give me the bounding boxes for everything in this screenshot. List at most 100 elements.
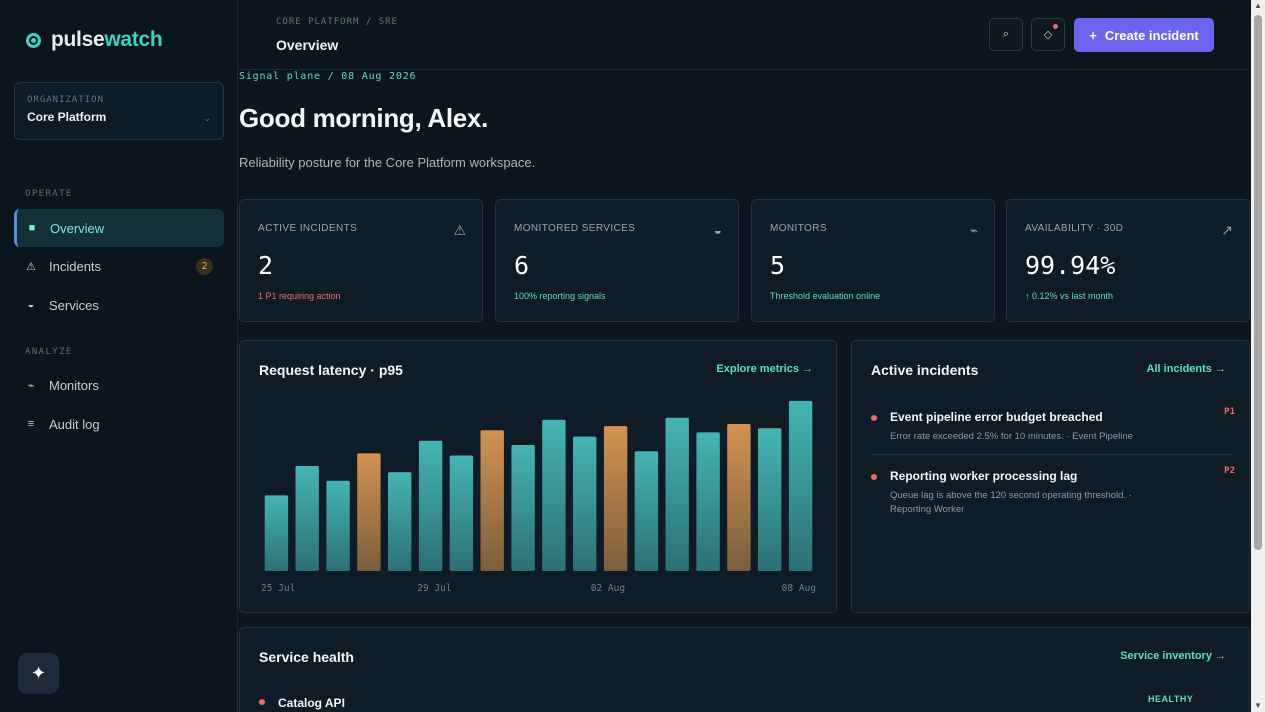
status-dot (259, 699, 265, 705)
stat-value: 5 (770, 251, 786, 280)
latency-bar[interactable] (388, 472, 412, 571)
latency-bar[interactable] (295, 466, 319, 571)
logo-text: pulsewatch (51, 28, 163, 52)
sidebar: pulsewatch ORGANIZATION Core Platform ⌄ … (0, 0, 238, 712)
sidebar-item-services[interactable]: ◒ Services (14, 286, 224, 324)
app-logo[interactable]: pulsewatch (26, 28, 163, 52)
incident-description: Error rate exceeded 2.5% for 10 minutes.… (890, 431, 1133, 442)
workspace-subtitle: Reliability posture for the Core Platfor… (239, 155, 536, 170)
organization-label: ORGANIZATION (27, 95, 105, 105)
stat-card-monitored-services[interactable]: MONITORED SERVICES ◒ 6 100% reporting si… (495, 199, 739, 322)
search-icon: ⌕ (1002, 28, 1010, 40)
scroll-up-icon[interactable]: ▲ (1254, 1, 1262, 10)
pulse-icon: ⌁ (27, 379, 35, 392)
trend-up-icon: ↗ (1221, 222, 1233, 238)
page-scrollbar[interactable]: ▲ ▼ (1251, 0, 1265, 712)
stat-note: 100% reporting signals (514, 291, 606, 301)
latency-bar[interactable] (418, 440, 443, 571)
x-tick-label: 25 Jul (261, 583, 295, 594)
latency-bar[interactable] (480, 430, 504, 571)
latency-bar[interactable] (573, 436, 597, 571)
stat-value: 99.94% (1025, 251, 1116, 280)
grid-icon: ■ (28, 222, 36, 234)
all-incidents-link[interactable]: All incidents → (1146, 363, 1226, 375)
assistant-button[interactable]: ✦ (18, 653, 59, 694)
search-button[interactable]: ⌕ (989, 18, 1023, 51)
service-health-title: Service health (259, 649, 354, 665)
latency-bar[interactable] (634, 451, 659, 571)
organization-name: Core Platform (27, 110, 107, 124)
notification-dot (1053, 24, 1058, 29)
stat-label: MONITORED SERVICES (514, 223, 636, 234)
incident-title: Event pipeline error budget breached (890, 410, 1103, 424)
notifications-button[interactable]: ◇ (1031, 18, 1065, 51)
stat-label: ACTIVE INCIDENTS (258, 223, 358, 234)
latency-bar[interactable] (511, 445, 535, 571)
latency-bar[interactable] (665, 417, 689, 571)
sidebar-item-overview[interactable]: ■ Overview (14, 209, 224, 247)
latency-bar[interactable] (758, 428, 782, 571)
stat-card-active-incidents[interactable]: ACTIVE INCIDENTS ⚠ 2 1 P1 requiring acti… (239, 199, 483, 322)
sidebar-item-label: Audit log (49, 416, 100, 432)
sidebar-item-label: Overview (50, 220, 105, 236)
x-tick-label: 02 Aug (591, 583, 625, 594)
plus-icon: + (1089, 27, 1097, 43)
explore-metrics-link[interactable]: Explore metrics → (716, 363, 813, 375)
sidebar-item-label: Incidents (49, 258, 102, 274)
stat-card-availability[interactable]: AVAILABILITY · 30D ↗ 99.94% ↑ 0.12% vs l… (1006, 199, 1250, 322)
stat-card-monitors[interactable]: MONITORS ⌁ 5 Threshold evaluation online (751, 199, 995, 322)
logo-primary: pulse (51, 28, 105, 51)
logo-icon (26, 32, 41, 48)
latency-bar[interactable] (449, 455, 474, 572)
scroll-down-icon[interactable]: ▼ (1254, 701, 1262, 710)
incident-priority: P2 (1224, 466, 1235, 476)
latency-bar[interactable] (788, 400, 813, 571)
stat-label: MONITORS (770, 223, 827, 234)
latency-bar[interactable] (542, 419, 566, 571)
incident-description: Queue lag is above the 120 second operat… (890, 490, 1132, 515)
incident-title: Reporting worker processing lag (890, 469, 1078, 483)
sidebar-item-monitors[interactable]: ⌁ Monitors (14, 366, 224, 404)
create-incident-label: Create incident (1104, 27, 1199, 43)
chevron-down-icon: ⌄ (203, 113, 211, 123)
service-name: Catalog API (278, 696, 345, 710)
greeting-heading: Good morning, Alex. (239, 103, 489, 133)
logo-accent: watch (104, 28, 163, 51)
scroll-thumb[interactable] (1254, 15, 1262, 550)
latency-bar[interactable] (603, 426, 628, 571)
stat-note: ↑ 0.12% vs last month (1025, 291, 1114, 301)
stat-note: Threshold evaluation online (770, 291, 881, 301)
latency-bar[interactable] (264, 495, 289, 571)
sparkle-icon: ✦ (30, 663, 47, 683)
latency-bar[interactable] (326, 480, 350, 571)
warning-icon: ⚠ (453, 222, 466, 238)
latency-panel: Request latency · p95 Explore metrics → … (239, 340, 837, 613)
breadcrumb: CORE PLATFORM / SRE (276, 17, 398, 27)
stat-value: 6 (514, 251, 530, 280)
latency-bar[interactable] (696, 432, 720, 571)
half-circle-icon: ◒ (27, 299, 35, 311)
incident-divider (871, 454, 1231, 455)
latency-chart: 25 Jul 29 Jul 02 Aug 08 Aug (261, 400, 816, 594)
create-incident-button[interactable]: + Create incident (1074, 18, 1214, 52)
x-tick-label: 08 Aug (782, 583, 816, 594)
nav-section-analyze: ANALYZE (25, 347, 73, 357)
x-tick-label: 29 Jul (417, 583, 451, 594)
sidebar-item-audit-log[interactable]: ≡ Audit log (14, 405, 224, 443)
list-icon: ≡ (27, 418, 35, 430)
severity-dot (871, 415, 877, 421)
bell-icon: ◇ (1043, 29, 1053, 41)
active-incidents-title: Active incidents (871, 362, 979, 378)
nav-section-operate: OPERATE (25, 189, 73, 199)
service-inventory-link[interactable]: Service inventory → (1120, 650, 1226, 662)
sidebar-item-label: Services (49, 297, 99, 313)
stat-note: 1 P1 requiring action (258, 291, 341, 301)
latency-bar[interactable] (357, 453, 381, 571)
half-circle-icon: ◒ (713, 222, 722, 238)
severity-dot (871, 474, 877, 480)
latency-bar[interactable] (727, 424, 751, 571)
sidebar-item-label: Monitors (49, 377, 99, 393)
sidebar-item-incidents[interactable]: ⚠ Incidents 2 (14, 247, 224, 285)
organization-selector[interactable]: ORGANIZATION Core Platform ⌄ (14, 82, 224, 140)
latency-title: Request latency · p95 (259, 362, 403, 378)
